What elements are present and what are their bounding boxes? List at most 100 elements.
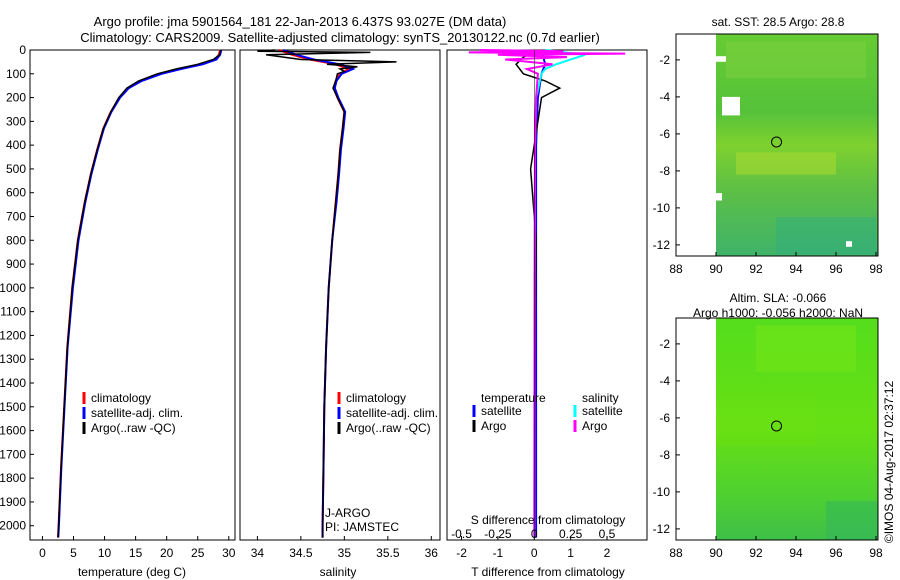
sst-patch-5 bbox=[776, 217, 876, 255]
difference-legend: temperature salinity satellite Argo sate… bbox=[472, 391, 623, 433]
sst-ytick-label-3: -8 bbox=[659, 164, 670, 178]
sla-xtick-label-0: 88 bbox=[669, 546, 683, 560]
sst-xtick-label-5: 98 bbox=[869, 262, 883, 276]
depth-tick-label-19: 1900 bbox=[0, 495, 26, 509]
sla-patches bbox=[716, 325, 878, 540]
salinity-annotation-pi: PI: JAMSTEC bbox=[325, 520, 399, 534]
sla-ytick-label-1: -4 bbox=[659, 374, 670, 388]
sst-ytick-label-5: -12 bbox=[653, 238, 671, 252]
difference-x-axis: -2 -1 0 1 2 bbox=[456, 536, 611, 560]
salinity-xtick-label-1: 34.5 bbox=[289, 546, 313, 560]
temperature-xtick-label-6: 30 bbox=[222, 546, 236, 560]
temperature-xtick-label-5: 25 bbox=[191, 546, 205, 560]
salinity-xtick-label-2: 35 bbox=[338, 546, 352, 560]
depth-tick-label-15: 1500 bbox=[0, 400, 26, 414]
sla-xtick-label-2: 92 bbox=[749, 546, 763, 560]
difference-s-tick-label-4: 0.5 bbox=[599, 527, 616, 541]
temperature-legend-satellite: satellite-adj. clim. bbox=[91, 406, 183, 420]
differences-series-temperature-argo bbox=[515, 49, 562, 538]
difference-s-tick-label-2: 0 bbox=[531, 527, 538, 541]
sst-ytick-label-2: -6 bbox=[659, 127, 670, 141]
sla-xtick-label-3: 94 bbox=[789, 546, 803, 560]
sla-ytick-label-3: -8 bbox=[659, 448, 670, 462]
sst-ytick-label-0: -2 bbox=[659, 53, 670, 67]
depth-axis: 0 100 200 300 400 500 600 700 800 900 1000 1100 1200… bbox=[0, 43, 34, 533]
difference-legend-temperature-header: temperature bbox=[481, 391, 546, 405]
depth-tick-label-11: 1100 bbox=[0, 305, 26, 319]
differences-series-salinity-satellite bbox=[533, 49, 586, 538]
sst-xtick-label-1: 90 bbox=[709, 262, 723, 276]
depth-tick-label-16: 1600 bbox=[0, 424, 26, 438]
difference-panel: -2 -1 0 1 2 S difference from climatology -0… bbox=[446, 49, 648, 579]
sst-patch-1 bbox=[716, 193, 722, 201]
salinity-plot bbox=[257, 49, 397, 538]
sla-ytick-label-2: -6 bbox=[659, 411, 670, 425]
difference-xlabel: T difference from climatology bbox=[471, 565, 625, 579]
depth-tick-label-7: 700 bbox=[6, 210, 26, 224]
depth-tick-label-9: 900 bbox=[6, 257, 26, 271]
depth-tick-label-17: 1700 bbox=[0, 447, 26, 461]
sla-xtick-label-1: 90 bbox=[709, 546, 723, 560]
salinity-annotation-program: J-ARGO bbox=[325, 506, 370, 520]
sla-map-frame bbox=[675, 317, 879, 541]
temperature-plot bbox=[57, 49, 223, 538]
sst-patches bbox=[716, 41, 876, 255]
difference-legend-temp-satellite: satellite bbox=[481, 404, 522, 418]
sla-patch-1 bbox=[716, 399, 816, 446]
sla-patch-2 bbox=[826, 501, 878, 540]
temperature-legend-climatology: climatology bbox=[91, 391, 151, 405]
sla-map-axes: 88 90 92 94 96 98 -2 -4 -6 -8 -10 -12 bbox=[653, 337, 883, 560]
salinity-xtick-label-3: 35.5 bbox=[376, 546, 400, 560]
depth-tick-label-12: 1200 bbox=[0, 328, 26, 342]
sst-patch-6 bbox=[846, 241, 852, 247]
sla-argo-position-marker bbox=[771, 420, 783, 432]
figure-title-line1: Argo profile: jma 5901564_181 22-Jan-201… bbox=[94, 14, 507, 29]
differences-xtick-label-1: -1 bbox=[493, 546, 504, 560]
sla-ytick-label-5: -12 bbox=[653, 522, 671, 536]
salinity-legend-satellite: satellite-adj. clim. bbox=[346, 406, 438, 420]
timestamp: ©IMOS 04-Aug-2017 02:37:12 bbox=[882, 381, 896, 544]
salinity-panel: 34 34.5 35 35.5 36 salinity climatology sate… bbox=[239, 49, 441, 579]
difference-plot bbox=[468, 49, 626, 540]
differences-xtick-label-0: -2 bbox=[456, 546, 467, 560]
depth-tick-label-4: 400 bbox=[6, 138, 26, 152]
salinity-legend-climatology: climatology bbox=[346, 391, 406, 405]
depth-tick-label-3: 300 bbox=[6, 114, 26, 128]
temperature-legend-argo: Argo(..raw -QC) bbox=[91, 421, 176, 435]
temperature-xtick-label-0: 0 bbox=[39, 546, 46, 560]
salinity-xtick-label-4: 36 bbox=[425, 546, 439, 560]
temperature-xtick-label-1: 5 bbox=[70, 546, 77, 560]
difference-s-tick-label-3: 0.25 bbox=[559, 527, 583, 541]
sst-ytick-label-4: -10 bbox=[653, 201, 671, 215]
difference-frame bbox=[446, 49, 648, 541]
temperature-xlabel: temperature (deg C) bbox=[78, 565, 186, 579]
difference-s-tick-label-1: -0.25 bbox=[484, 527, 512, 541]
sst-patch-2 bbox=[722, 96, 740, 116]
depth-tick-label-6: 600 bbox=[6, 186, 26, 200]
figure-title-line2: Climatology: CARS2009. Satellite-adjuste… bbox=[80, 30, 600, 45]
depth-tick-label-8: 800 bbox=[6, 233, 26, 247]
difference-legend-sal-satellite: satellite bbox=[582, 404, 623, 418]
salinity-x-axis: 34 34.5 35 35.5 36 bbox=[251, 536, 439, 560]
sla-map-title: Altim. SLA: -0.066 bbox=[730, 291, 827, 305]
depth-tick-label-18: 1800 bbox=[0, 471, 26, 485]
difference-xlabel-top: S difference from climatology bbox=[471, 513, 626, 527]
salinity-legend: climatology satellite-adj. clim. Argo(..… bbox=[337, 391, 438, 435]
temperature-frame bbox=[29, 49, 236, 541]
temperature-x-axis: 0 5 10 15 20 25 30 bbox=[39, 536, 236, 560]
sst-ytick-label-1: -4 bbox=[659, 90, 670, 104]
sst-patch-3 bbox=[726, 41, 866, 79]
sst-patch-0 bbox=[716, 56, 726, 62]
depth-tick-label-14: 1400 bbox=[0, 376, 26, 390]
temperature-series-climatology bbox=[57, 49, 222, 538]
salinity-series-argo-raw-qc- bbox=[257, 49, 397, 538]
sst-map-frame bbox=[675, 33, 879, 257]
sst-xtick-label-2: 92 bbox=[749, 262, 763, 276]
sla-map-subtitle: Argo h1000: -0.056 h2000: NaN bbox=[693, 306, 863, 320]
depth-tick-label-5: 500 bbox=[6, 162, 26, 176]
sla-xtick-label-4: 96 bbox=[829, 546, 843, 560]
temperature-xtick-label-3: 15 bbox=[129, 546, 143, 560]
sst-argo-position-marker bbox=[771, 136, 783, 148]
depth-tick-label-1: 100 bbox=[6, 67, 26, 81]
sst-map-title: sat. SST: 28.5 Argo: 28.8 bbox=[712, 15, 845, 29]
